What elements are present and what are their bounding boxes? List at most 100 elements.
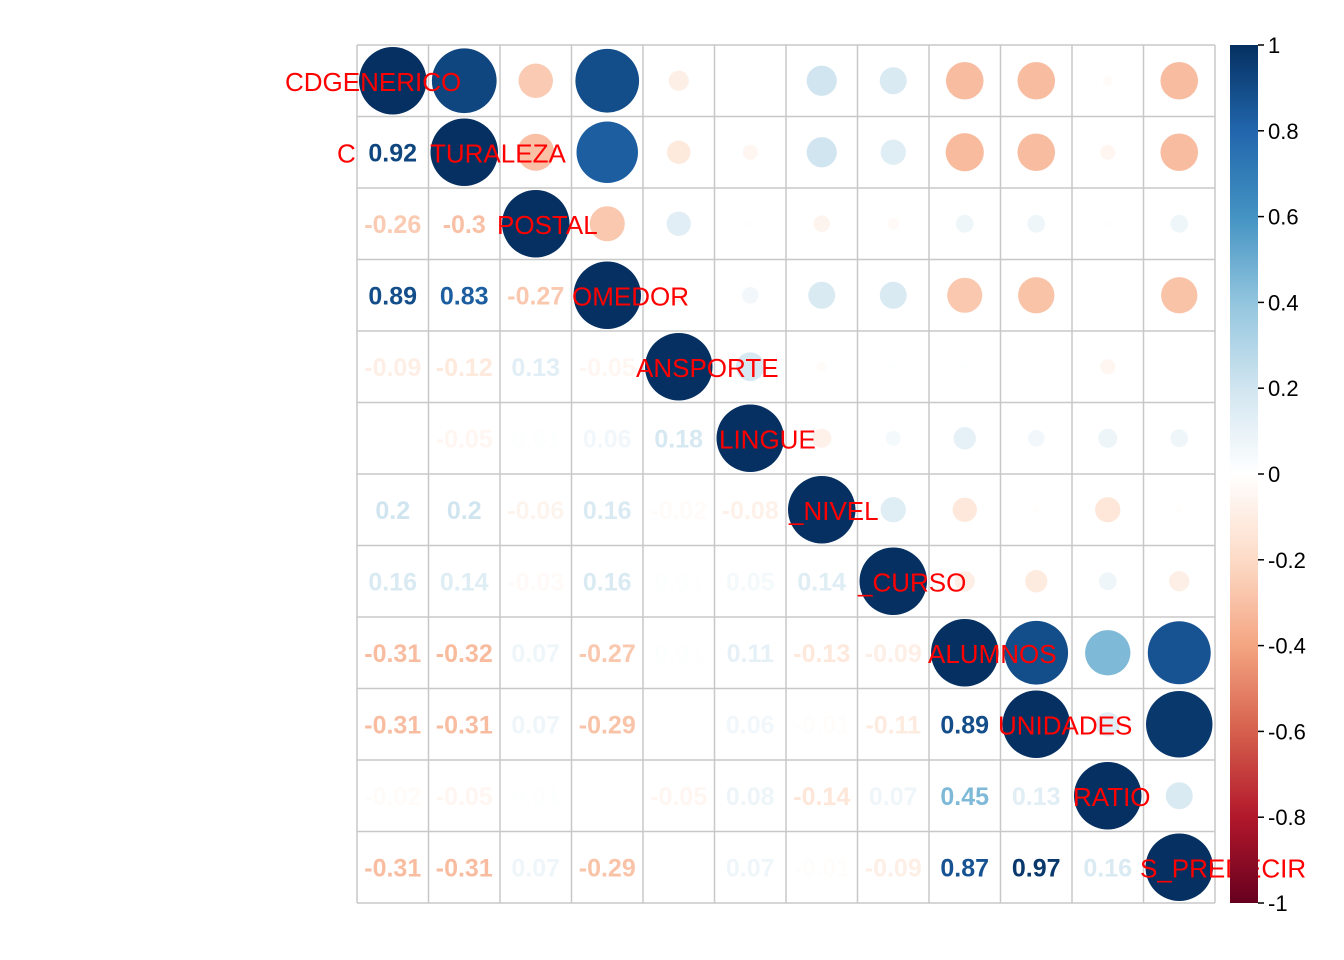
correlation-value: 0.18 bbox=[654, 425, 703, 453]
correlation-value: 0.05 bbox=[726, 568, 775, 596]
correlation-value: 0.08 bbox=[726, 783, 775, 811]
correlation-value: -0.32 bbox=[436, 640, 493, 668]
correlation-value: 0.13 bbox=[1012, 783, 1061, 811]
cell-grid bbox=[356, 44, 1216, 904]
correlation-value: -0.05 bbox=[436, 783, 493, 811]
correlation-value: -0.13 bbox=[793, 640, 850, 668]
correlation-value: 0 bbox=[386, 425, 400, 453]
correlation-circle bbox=[1170, 429, 1189, 448]
correlation-value: 0.07 bbox=[511, 711, 560, 739]
correlation-circle bbox=[1102, 75, 1113, 86]
correlation-circle bbox=[1145, 833, 1213, 901]
correlation-value: 0.89 bbox=[368, 282, 417, 310]
correlation-circle bbox=[431, 48, 497, 114]
correlation-circle bbox=[1032, 506, 1040, 514]
correlation-value: -0.01 bbox=[793, 711, 850, 739]
correlation-value: -0.29 bbox=[579, 854, 636, 882]
correlation-value: 0.07 bbox=[511, 640, 560, 668]
variable-label: CDGENERICO bbox=[285, 67, 461, 97]
correlation-value: -0.08 bbox=[722, 497, 779, 525]
correlation-value: 0.11 bbox=[727, 640, 774, 668]
correlation-circle bbox=[1027, 214, 1046, 233]
variable-label: RATIO bbox=[1073, 782, 1151, 812]
correlation-circle bbox=[880, 497, 906, 523]
correlation-circle bbox=[947, 277, 983, 313]
correlation-circle bbox=[741, 286, 759, 304]
correlation-circle bbox=[816, 361, 827, 372]
correlation-circle bbox=[517, 133, 555, 171]
correlation-value: -0.02 bbox=[364, 783, 421, 811]
correlation-value: -0.05 bbox=[436, 425, 493, 453]
colorbar-tick-label: 0.2 bbox=[1268, 376, 1299, 401]
correlation-circle bbox=[1095, 497, 1121, 523]
correlation-value: 0.07 bbox=[511, 854, 560, 882]
variable-label: ALUMNOS bbox=[928, 639, 1057, 669]
correlation-value: 0 bbox=[672, 711, 686, 739]
correlation-circle bbox=[1098, 572, 1117, 591]
colorbar-tick-label: -0.2 bbox=[1268, 548, 1306, 573]
correlation-circle bbox=[1100, 144, 1116, 160]
correlation-circle bbox=[1002, 690, 1070, 758]
correlation-circle bbox=[1165, 782, 1193, 810]
correlation-value: 0.07 bbox=[869, 783, 918, 811]
colorbar-tick-label: 0 bbox=[1268, 462, 1280, 487]
correlation-circle bbox=[1004, 620, 1069, 685]
correlation-value: -0.31 bbox=[436, 711, 493, 739]
correlation-value: -0.01 bbox=[793, 854, 850, 882]
correlation-circle bbox=[573, 261, 641, 329]
correlation-circle bbox=[889, 363, 897, 371]
correlation-circle bbox=[666, 211, 691, 236]
correlation-circle bbox=[645, 333, 713, 401]
correlation-value: -0.27 bbox=[507, 282, 564, 310]
correlation-circle bbox=[1175, 506, 1183, 514]
correlation-circle bbox=[1025, 570, 1048, 593]
correlation-circle bbox=[746, 220, 754, 228]
correlation-value: 0.87 bbox=[940, 854, 989, 882]
correlation-value: 0 bbox=[600, 783, 614, 811]
correlation-circle bbox=[1169, 571, 1190, 592]
correlation-value: -0.14 bbox=[793, 783, 850, 811]
correlation-circle bbox=[589, 206, 625, 242]
correlation-circle bbox=[806, 137, 837, 168]
correlation-circle bbox=[885, 430, 901, 446]
correlation-circle bbox=[502, 190, 570, 258]
colorbar-tick-label: -1 bbox=[1268, 891, 1288, 916]
variable-label: ANSPORTE bbox=[636, 353, 779, 383]
correlation-value: -0.26 bbox=[364, 211, 421, 239]
correlation-value: -0.27 bbox=[579, 640, 636, 668]
correlation-value: 0.06 bbox=[583, 425, 632, 453]
colorbar-tick-label: 0.6 bbox=[1268, 205, 1299, 230]
correlation-circle bbox=[671, 287, 687, 303]
correlation-circle bbox=[735, 352, 765, 382]
correlation-circle bbox=[880, 139, 906, 165]
correlation-circle bbox=[1147, 621, 1211, 685]
correlation-circle bbox=[812, 428, 832, 448]
correlation-value: 0.01 bbox=[511, 783, 560, 811]
correlation-circle bbox=[1098, 428, 1118, 448]
correlation-value: 0.06 bbox=[726, 711, 775, 739]
correlation-value: -0.12 bbox=[436, 354, 493, 382]
correlation-circle bbox=[1027, 429, 1045, 447]
correlation-circle bbox=[954, 571, 975, 592]
correlation-value: 0.01 bbox=[654, 640, 703, 668]
correlation-circle bbox=[788, 476, 856, 544]
correlation-circle bbox=[879, 281, 907, 309]
correlation-value: -0.03 bbox=[507, 568, 564, 596]
variable-label: UNIDADES bbox=[998, 710, 1132, 740]
correlation-circle bbox=[961, 363, 969, 371]
correlation-circle bbox=[953, 427, 976, 450]
correlation-value: 0.01 bbox=[511, 425, 560, 453]
lower-coefficients: 0.92 -0.26 -0.3 0.89 0.83 -0.27 -0.09 -0.12 0.13… bbox=[364, 139, 1132, 882]
correlation-value: 0.45 bbox=[940, 783, 989, 811]
correlation-value: -0.3 bbox=[443, 211, 486, 239]
correlation-value: 0.16 bbox=[583, 497, 632, 525]
correlation-circle bbox=[1085, 630, 1131, 676]
correlation-circle bbox=[859, 547, 927, 615]
correlation-circle bbox=[955, 214, 974, 233]
correlation-value: -0.29 bbox=[579, 711, 636, 739]
correlation-value: -0.09 bbox=[865, 640, 922, 668]
correlation-value: 0.13 bbox=[511, 354, 560, 382]
variable-label: LINGUE bbox=[719, 424, 816, 454]
correlation-value: -0.11 bbox=[865, 711, 921, 739]
